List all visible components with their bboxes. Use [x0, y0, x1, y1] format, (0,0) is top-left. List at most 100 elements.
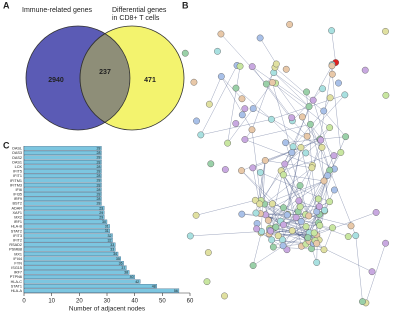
- edge: [266, 83, 292, 118]
- node: [238, 95, 246, 103]
- node: [297, 218, 305, 225]
- edge: [305, 214, 352, 227]
- edge: [259, 37, 277, 65]
- y-tick-label: MX2: [14, 216, 22, 220]
- edge: [252, 231, 262, 266]
- y-tick-label: IFIT5: [13, 170, 22, 174]
- network: [181, 21, 390, 307]
- data-label: 33: [110, 248, 114, 252]
- bar: [23, 159, 102, 165]
- node: [359, 298, 366, 305]
- node: [280, 221, 287, 229]
- y-tick-label: FYN: [14, 261, 22, 265]
- x-tick-label: 10: [48, 299, 55, 305]
- node: [319, 85, 326, 93]
- y-tick-label: IRF7: [14, 271, 22, 275]
- node: [232, 120, 240, 127]
- node: [335, 79, 342, 87]
- y-tick-label: HLA-C: [11, 280, 23, 284]
- edge: [355, 235, 363, 302]
- node: [288, 149, 296, 156]
- edge: [319, 65, 333, 140]
- y-tick-label: IFITM3: [10, 183, 22, 187]
- bar: [23, 238, 113, 243]
- node: [382, 239, 389, 247]
- node: [282, 139, 289, 147]
- node: [203, 278, 211, 286]
- data-label: 40: [130, 275, 134, 279]
- node: [279, 242, 287, 250]
- bar: [23, 274, 135, 280]
- node: [372, 209, 380, 216]
- node: [238, 111, 246, 119]
- node: [267, 227, 275, 235]
- data-label: 28: [96, 156, 100, 160]
- node: [337, 149, 345, 156]
- node: [264, 216, 272, 224]
- node: [256, 169, 264, 176]
- edge: [301, 155, 335, 222]
- node: [382, 27, 389, 35]
- edge: [286, 147, 302, 215]
- node: [326, 124, 334, 132]
- edge: [196, 200, 256, 216]
- node: [238, 167, 245, 175]
- node: [303, 88, 310, 96]
- y-tick-label: IFIT1: [13, 174, 22, 178]
- y-tick-label: STAT2: [11, 229, 22, 233]
- node: [342, 133, 350, 141]
- y-tick-label: IFIT3: [13, 234, 22, 238]
- bar: [23, 192, 102, 197]
- data-label: 28: [96, 192, 100, 196]
- set-label: Differential genes in CD8+ T cells: [112, 7, 167, 22]
- node: [256, 200, 264, 208]
- bar: [23, 279, 141, 284]
- data-label: 42: [135, 280, 139, 284]
- node: [382, 91, 390, 99]
- node: [288, 114, 296, 122]
- node: [217, 30, 225, 38]
- node: [298, 113, 306, 121]
- x-axis-title: Number of adjacent nodes: [69, 306, 146, 313]
- node: [181, 49, 189, 57]
- edge: [332, 74, 342, 153]
- x-tick-label: 50: [159, 299, 166, 305]
- edge: [292, 120, 308, 137]
- edge: [241, 170, 288, 215]
- node: [256, 34, 264, 42]
- data-label: 28: [96, 202, 100, 206]
- node: [316, 222, 324, 229]
- node: [320, 107, 328, 115]
- y-tick-label: PTPN6: [10, 275, 22, 279]
- edge: [253, 108, 323, 148]
- edge: [283, 174, 300, 201]
- bar: [23, 210, 105, 215]
- node: [283, 211, 291, 219]
- data-label: 28: [96, 170, 100, 174]
- node: [205, 100, 213, 108]
- x-tick-label: 60: [187, 299, 194, 305]
- y-tick-label: ADAR: [11, 206, 22, 210]
- node: [352, 232, 360, 240]
- y-tick-label: STAT1: [11, 284, 22, 288]
- node: [309, 96, 317, 104]
- node: [321, 206, 328, 214]
- node: [192, 211, 200, 219]
- bar: [23, 164, 102, 169]
- edge: [221, 76, 253, 130]
- data-label: 32: [108, 238, 112, 242]
- edge: [227, 82, 273, 144]
- node: [318, 143, 326, 151]
- edge: [314, 201, 330, 234]
- edge: [313, 100, 335, 170]
- y-tick-label: HLA-A: [11, 289, 23, 293]
- edge: [284, 163, 309, 216]
- bar: [23, 228, 110, 234]
- data-label: 32: [108, 234, 112, 238]
- edge: [274, 67, 314, 101]
- data-label: 28: [96, 147, 100, 151]
- y-tick-label: IFIT2: [13, 238, 22, 242]
- edge: [280, 200, 299, 222]
- node: [288, 227, 296, 235]
- node: [347, 222, 355, 230]
